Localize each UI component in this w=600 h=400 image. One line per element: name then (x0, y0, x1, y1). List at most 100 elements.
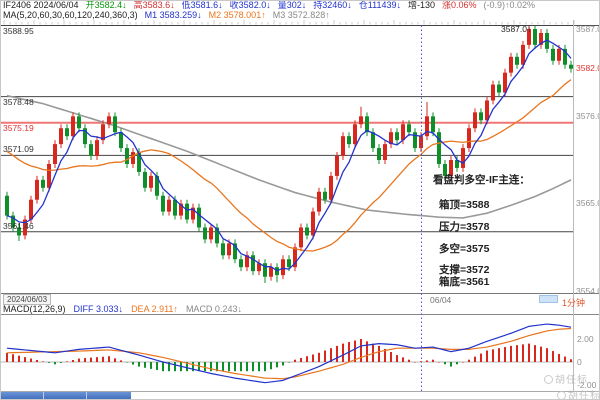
macd-bar (252, 362, 254, 372)
price-level-label: 3578.48 (3, 97, 34, 108)
macd-bar (336, 345, 338, 362)
macd-bar (30, 358, 32, 362)
macd-bar (54, 362, 56, 365)
candle-down (11, 215, 15, 228)
candle-down (497, 84, 501, 93)
candle-up (557, 48, 561, 61)
macd-bar (354, 340, 356, 362)
macd-bar (342, 343, 344, 362)
period-label[interactable]: 1分钟 (562, 298, 586, 308)
candle-down (113, 116, 117, 133)
quote-field: 收3582.0↓ (229, 0, 271, 10)
candle-down (185, 203, 189, 220)
macd-bar (282, 362, 284, 366)
macd-bar (102, 356, 104, 362)
annotation-line: 箱顶=3588 (439, 199, 490, 211)
macd-bar (468, 359, 470, 362)
candle-up (149, 175, 153, 188)
candle-up (311, 211, 315, 236)
macd-bar (78, 358, 80, 362)
macd-bar (12, 354, 14, 362)
macd-bar (516, 345, 518, 362)
quote-field: 开3582.4↓ (85, 0, 127, 10)
candle-down (143, 171, 147, 188)
candle-down (443, 163, 447, 176)
candle-down (5, 195, 9, 216)
macd-bar (378, 345, 380, 362)
ma-slow-line (6, 94, 572, 219)
price-axis-label: 3554.0 (576, 285, 600, 296)
candle-up (527, 29, 531, 45)
macd-bar (240, 362, 242, 372)
candle-up (209, 227, 213, 240)
candle-down (305, 227, 309, 236)
watermark: 胡任标 (544, 371, 588, 386)
candle-down (41, 179, 45, 188)
macd-bar (18, 355, 20, 362)
macd-bar (330, 348, 332, 362)
macd-bar (510, 345, 512, 362)
candle-up (401, 124, 405, 141)
watermark-logo-icon (544, 375, 553, 384)
macd-bar (312, 354, 314, 362)
macd-bar (498, 348, 500, 362)
candle-down (479, 112, 483, 121)
candle-down (221, 243, 225, 256)
quote-field: 持32460↓ (313, 0, 352, 10)
h-scrollbar-thumb[interactable] (539, 295, 558, 303)
macd-axis-label: -2.00 (577, 379, 597, 390)
candle-up (245, 255, 249, 268)
macd-bar (192, 362, 194, 372)
candle-up (341, 136, 345, 157)
macd-value-field: MACD 0.243↓ (185, 304, 242, 314)
annotation-line: 多空=3575 (439, 243, 490, 255)
candle-down (287, 259, 291, 268)
macd-bar (534, 345, 536, 362)
macd-bar (276, 362, 278, 368)
macd-value-field: DIFF 3.033↓ (73, 304, 124, 314)
candle-down (239, 259, 243, 268)
bottom-taskbar-fragment[interactable] (1, 392, 131, 399)
macd-bar (414, 362, 416, 363)
macd-bar (306, 356, 308, 362)
candle-up (107, 116, 111, 125)
quote-field: 量302↓ (277, 0, 307, 10)
candle-down (365, 116, 369, 133)
macd-bar (150, 362, 152, 369)
macd-bar (258, 362, 260, 372)
annotation-line: 箱底=3561 (439, 276, 490, 288)
candle-up (71, 116, 75, 137)
price-level-label: 3575.19 (3, 123, 34, 134)
candle-up (47, 163, 51, 188)
macd-value-field: MACD(12,26,9) (3, 304, 66, 314)
macd-bar (420, 361, 422, 362)
macd-bar (162, 362, 164, 372)
price-axis-label: 3576.0 (576, 110, 600, 121)
macd-bar (480, 353, 482, 362)
candle-down (77, 116, 81, 129)
macd-bar (96, 357, 98, 362)
ma-fast-line (6, 39, 572, 272)
candle-down (83, 128, 87, 145)
candle-down (233, 243, 237, 260)
ma-value-field: M3 3572.828↑ (272, 9, 330, 20)
candle-up (59, 128, 63, 145)
macd-bar (396, 355, 398, 362)
candle-down (119, 132, 123, 149)
candle-down (407, 124, 411, 133)
candle-up (131, 152, 135, 164)
price-level-label: 3561.46 (3, 220, 34, 231)
candle-up (317, 191, 321, 212)
price-axis-label: 3587.0 (576, 23, 600, 34)
candle-up (521, 44, 525, 65)
candle-up (23, 219, 27, 236)
ma-value-field: M1 3583.259↓ (144, 9, 202, 20)
candle-down (347, 136, 351, 145)
macd-bar (372, 343, 374, 362)
candle-down (65, 128, 69, 137)
macd-axis-label: 0 (577, 356, 582, 367)
price-level-label: 3571.09 (3, 144, 34, 155)
watermark-logo-icon (557, 391, 566, 399)
candle-down (455, 160, 459, 168)
